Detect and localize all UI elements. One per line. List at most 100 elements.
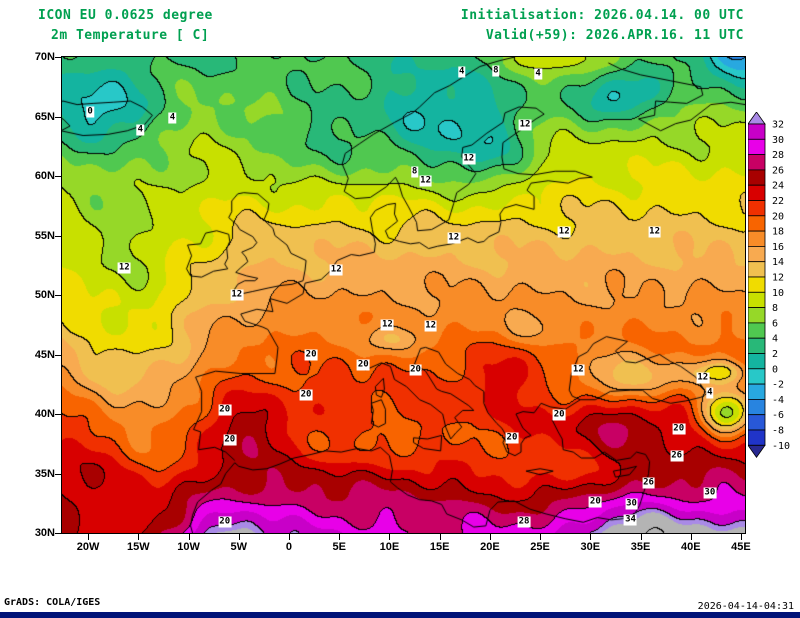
lon-tick-mark — [640, 534, 642, 540]
colorbar-triangle — [747, 444, 766, 458]
lon-tick-mark — [439, 534, 441, 540]
contour-label: 0 — [86, 106, 94, 118]
lat-tick-mark — [55, 473, 61, 475]
contour-label: 20 — [218, 516, 232, 528]
colorbar-segment — [747, 123, 766, 140]
contour-label: 12 — [518, 119, 532, 131]
contour-label: 12 — [329, 264, 343, 276]
colorbar-segment — [747, 368, 766, 385]
colorbar-level-label: 14 — [772, 257, 784, 268]
contour-label: 20 — [409, 364, 422, 376]
contour-label: 20 — [218, 404, 232, 416]
lon-tick-label: 45E — [731, 541, 751, 553]
contour-label: 20 — [505, 432, 519, 444]
colorbar-level-label: 22 — [772, 196, 784, 207]
contour-label: 12 — [117, 262, 131, 274]
contour-label: 20 — [223, 434, 237, 446]
lat-tick-label: 30N — [34, 527, 55, 539]
contour-label: 30 — [625, 498, 638, 510]
lon-tick-label: 10E — [379, 541, 400, 553]
model-name-title: ICON EU 0.0625 degree — [38, 8, 213, 23]
lon-tick-mark — [690, 534, 692, 540]
contour-label: 26 — [642, 477, 655, 489]
contour-label: 12 — [648, 226, 662, 238]
colorbar-level-label: 30 — [772, 135, 784, 146]
colorbar-segment — [747, 429, 766, 446]
colorbar-segment — [747, 307, 766, 324]
contour-label: 30 — [703, 487, 717, 499]
parameter-title: 2m Temperature [ C] — [51, 28, 210, 43]
colorbar-segment — [747, 138, 766, 155]
contour-label: 4 — [136, 124, 145, 136]
lat-tick-mark — [55, 354, 61, 356]
colorbar-level-label: 32 — [772, 120, 784, 131]
colorbar-segment — [747, 245, 766, 263]
lon-tick-label: 25E — [530, 541, 550, 553]
contour-label: 20 — [672, 423, 686, 435]
colorbar-level-label: 4 — [772, 334, 778, 345]
colorbar-level-label: 28 — [772, 150, 784, 161]
colorbar-triangle — [747, 111, 766, 125]
colorbar-level-label: 24 — [772, 181, 784, 192]
contour-label: 20 — [299, 389, 313, 401]
lon-tick-mark — [88, 534, 90, 540]
colorbar-segment — [747, 291, 766, 309]
contour-label: 12 — [557, 226, 571, 238]
contour-label: 4 — [458, 66, 466, 78]
grads-credit: GrADS: COLA/IGES — [4, 597, 101, 608]
colorbar-level-label: -4 — [772, 395, 784, 406]
contour-label: 12 — [424, 320, 438, 332]
colorbar-level-label: -10 — [772, 441, 790, 452]
contour-label: 12 — [462, 153, 476, 165]
colorbar-level-label: -2 — [772, 380, 784, 391]
lat-tick-mark — [55, 57, 61, 58]
lat-tick-label: 70N — [34, 51, 55, 63]
lon-tick-label: 20E — [480, 541, 500, 553]
lat-tick-mark — [55, 116, 61, 118]
lon-tick-mark — [740, 534, 742, 540]
initialisation-time: Initialisation: 2026.04.14. 00 UTC — [460, 8, 744, 23]
lon-tick-label: 35E — [630, 541, 651, 553]
lat-tick-mark — [55, 235, 61, 237]
colorbar-segment — [747, 398, 766, 416]
temperature-field-canvas — [62, 57, 745, 533]
lon-tick-mark — [238, 534, 240, 540]
lat-tick-label: 55N — [34, 229, 55, 242]
lon-tick-mark — [188, 534, 190, 540]
contour-label: 4 — [534, 68, 542, 80]
contour-label: 34 — [624, 514, 637, 526]
lon-tick-mark — [339, 534, 341, 540]
lon-tick-label: 30E — [580, 541, 601, 553]
colorbar-level-label: 16 — [772, 242, 784, 253]
contour-label: 12 — [696, 372, 710, 384]
colorbar-segment — [747, 261, 766, 278]
lon-tick-mark — [590, 534, 592, 540]
lon-tick-label: 10W — [177, 541, 200, 553]
lon-tick-mark — [489, 534, 491, 540]
contour-label: 4 — [706, 387, 714, 399]
colorbar-segment — [747, 337, 766, 354]
colorbar-level-label: 0 — [772, 364, 778, 375]
contour-label: 12 — [571, 364, 585, 376]
contour-label: 26 — [670, 450, 684, 462]
colorbar: 32 30 28 26 24 22 20 18 16 14 12 10 8 6 4 2 0 -2 -4 -6 -8 -10 — [747, 111, 796, 464]
lon-tick-mark — [138, 534, 140, 540]
contour-label: 8 — [492, 65, 500, 77]
colorbar-segment — [747, 184, 766, 201]
contour-label: 20 — [304, 349, 318, 360]
contour-label: 12 — [419, 175, 433, 187]
lon-tick-label: 0 — [285, 541, 293, 553]
contour-label: 4 — [168, 112, 177, 124]
colorbar-segment — [747, 169, 766, 186]
lon-tick-label: 20W — [76, 541, 100, 553]
colorbar-level-label: 12 — [772, 273, 784, 284]
colorbar-segment — [747, 200, 766, 217]
title-block-left: ICON EU 0.0625 degree 2m Temperature [ C… — [38, 6, 213, 46]
contour-label: 20 — [356, 359, 370, 371]
contour-label: 12 — [230, 289, 244, 301]
colorbar-level-label: 6 — [772, 318, 778, 329]
colorbar-segment — [747, 276, 766, 293]
lon-tick-label: 15W — [127, 541, 150, 553]
colorbar-segment — [747, 230, 766, 247]
